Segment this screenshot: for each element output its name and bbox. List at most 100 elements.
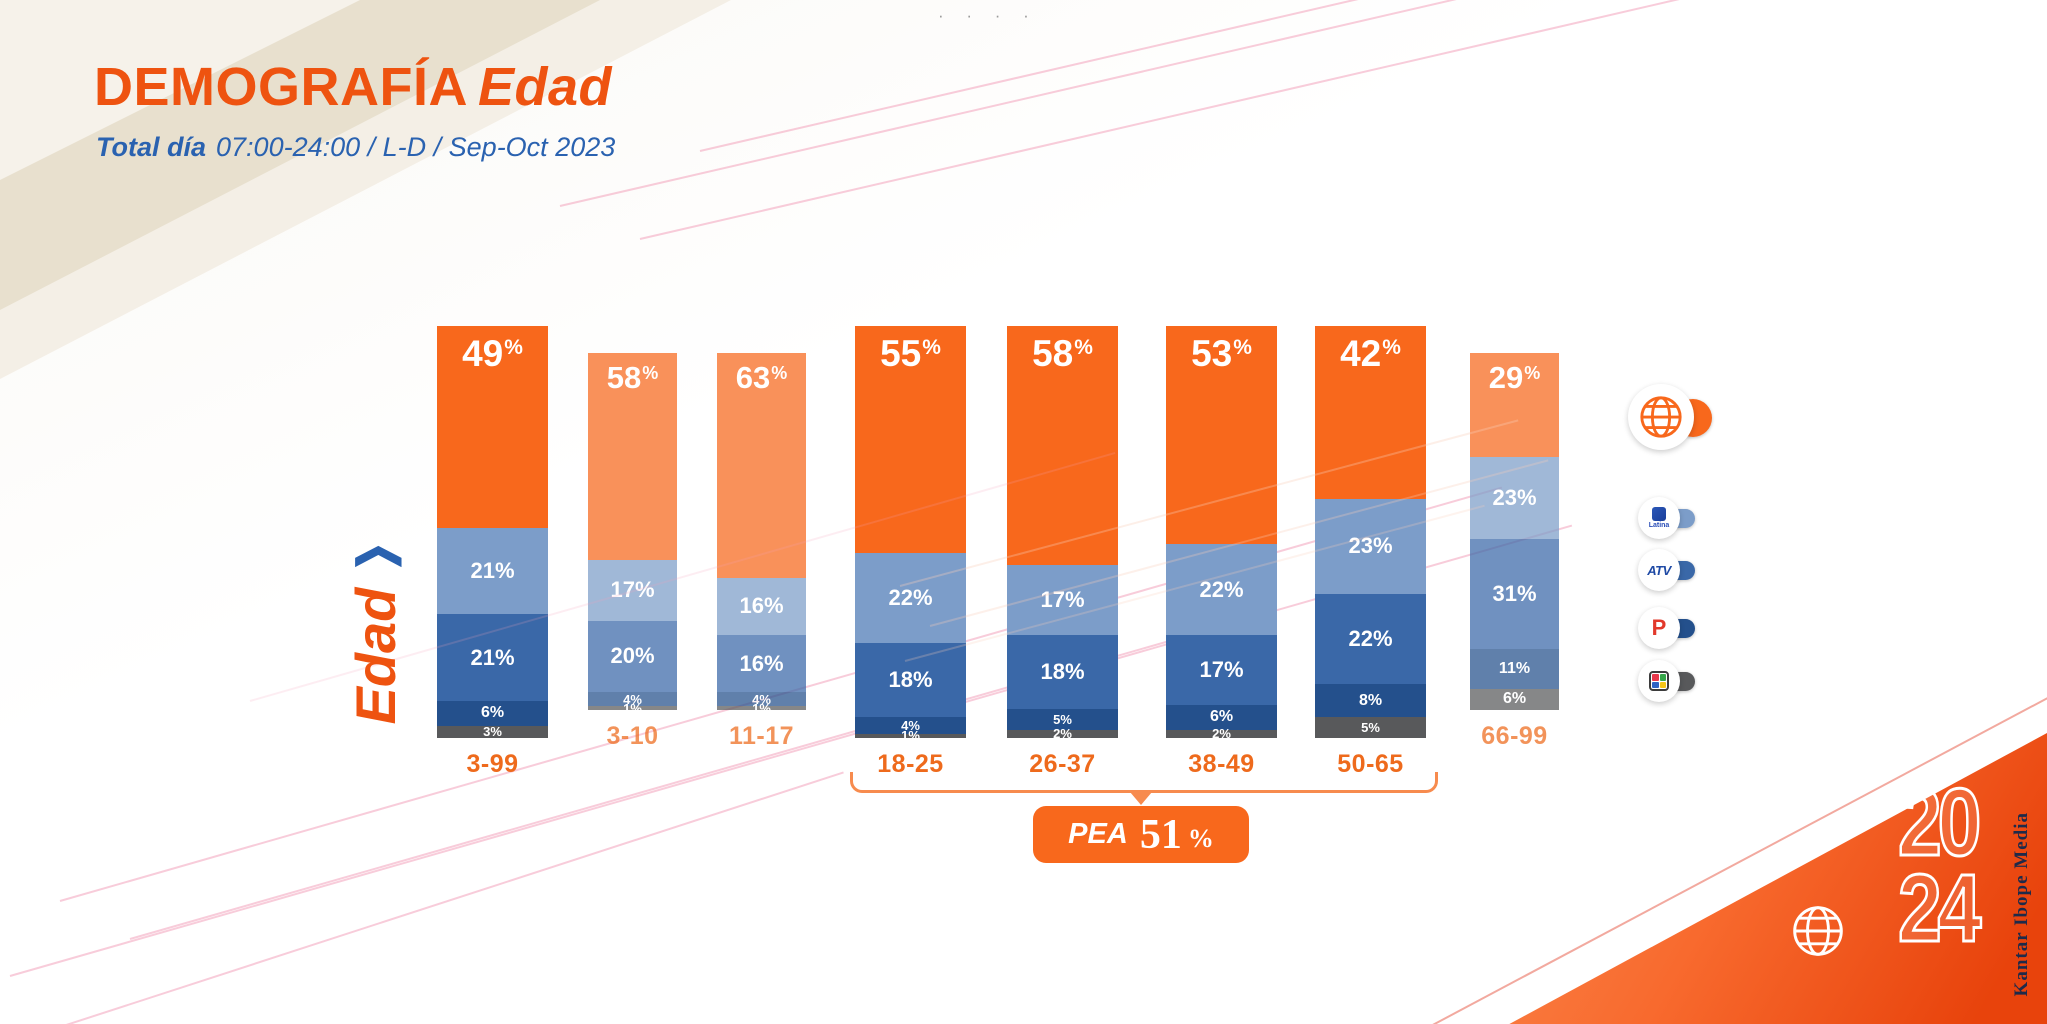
pea-bracket <box>850 772 1438 793</box>
chevron-up-icon: ❯ <box>348 541 400 572</box>
globe-outline-icon <box>1790 903 1846 964</box>
legend-item-total <box>1628 384 1712 450</box>
segment-light-blue: 23% <box>1315 499 1426 594</box>
category-label-50-65: 50-65 <box>1337 750 1404 778</box>
bar-3-99: 49% 21% 21% 6% 3% 3-99 <box>437 326 548 778</box>
grid-logo-icon <box>1638 660 1680 702</box>
pea-badge: PEA 51 % <box>1033 806 1249 863</box>
pea-unit: % <box>1187 823 1214 853</box>
segment-medium-blue: 31% <box>1470 538 1559 650</box>
segment-medium-blue: 21% <box>437 614 548 701</box>
title-main: DEMOGRAFÍA <box>94 57 468 117</box>
segment-light-blue: 21% <box>437 527 548 615</box>
segment-value-label: 5% <box>1361 720 1380 736</box>
segment-value-label: 22% <box>1199 576 1244 602</box>
segment-value-label: 42% <box>1340 333 1401 374</box>
latina-label: Latina <box>1648 522 1670 529</box>
bar-66-99: 29% 23% 31% 11% 6% 66-99 <box>1470 353 1559 750</box>
decor-dots: · · · · <box>938 6 1038 25</box>
segment-orange-top: 53% <box>1166 326 1277 545</box>
segment-value-label: 5% <box>1053 711 1072 727</box>
bar-3-10: 58% 17% 20% 4% 1% 3-10 <box>588 353 677 750</box>
page-title: DEMOGRAFÍA Edad <box>94 56 615 118</box>
legend-item-latina: Latina <box>1638 497 1695 539</box>
title-accent: Edad <box>477 57 613 117</box>
segment-dark-blue: 6% <box>1166 705 1277 730</box>
segment-value-label: 6% <box>480 704 505 722</box>
legend-item-p: P <box>1638 607 1695 649</box>
pea-bracket-notch <box>1130 792 1152 805</box>
segment-value-label: 29% <box>1488 360 1541 395</box>
year-2024-logo: 20 24 <box>1897 769 1983 959</box>
segment-dark-blue: 5% <box>1007 709 1118 730</box>
category-label-66-99: 66-99 <box>1481 722 1548 750</box>
segment-value-label: 2% <box>1212 726 1231 742</box>
segment-medium-blue: 18% <box>855 643 966 718</box>
p-label: P <box>1651 615 1667 640</box>
bar-26-37: 58% 17% 18% 5% 2% 26-37 <box>1007 326 1118 778</box>
bar-11-17: 63% 16% 16% 4% 1% 11-17 <box>717 353 806 750</box>
segment-value-label: 21% <box>470 644 515 670</box>
segment-value-label: 31% <box>1492 580 1537 606</box>
header: DEMOGRAFÍA Edad Total día 07:00-24:00 / L-… <box>94 56 615 163</box>
segment-dark-blue: 11% <box>1470 649 1559 689</box>
segment-light-blue: 17% <box>1007 564 1118 635</box>
segment-medium-blue: 16% <box>717 635 806 693</box>
segment-gray: 1% <box>588 702 677 715</box>
segment-value-label: 1% <box>623 700 642 716</box>
segment-medium-blue: 17% <box>1166 634 1277 706</box>
segment-orange-top: 63% <box>717 353 806 578</box>
brand-kantar-ibope-media: Kantar Ibope Media <box>2011 811 2032 996</box>
segment-value-label: 55% <box>880 333 941 374</box>
segment-value-label: 17% <box>610 577 655 603</box>
segment-value-label: 18% <box>1040 659 1085 685</box>
segment-gray: 2% <box>1007 726 1118 742</box>
category-label-11-17: 11-17 <box>728 722 795 750</box>
segment-orange-top: 29% <box>1470 353 1559 457</box>
segment-value-label: 16% <box>739 593 784 619</box>
segment-medium-blue: 18% <box>1007 634 1118 710</box>
segment-value-label: 17% <box>1040 586 1085 612</box>
segment-value-label: 49% <box>462 333 523 374</box>
segment-value-label: 18% <box>888 667 933 693</box>
segment-value-label: 20% <box>610 643 655 669</box>
segment-gray: 3% <box>437 725 548 738</box>
segment-value-label: 23% <box>1348 533 1393 559</box>
bar-38-49: 53% 22% 17% 6% 2% 38-49 <box>1166 326 1277 778</box>
segment-light-blue: 16% <box>717 577 806 636</box>
segment-orange-top: 42% <box>1315 326 1426 500</box>
y-axis-label: Edad ❯ <box>330 473 420 793</box>
segment-orange-top: 49% <box>437 326 548 528</box>
segment-value-label: 58% <box>1032 333 1093 374</box>
segment-value-label: 4% <box>623 691 642 707</box>
segment-value-label: 8% <box>1358 691 1383 709</box>
segment-value-label: 22% <box>1348 626 1393 652</box>
segment-value-label: 4% <box>901 718 920 734</box>
segment-value-label: 1% <box>901 728 920 744</box>
segment-value-label: 16% <box>739 650 784 676</box>
subtitle-value: 07:00-24:00 / L-D / Sep-Oct 2023 <box>216 132 616 162</box>
segment-orange-top: 55% <box>855 326 966 553</box>
legend-item-atv: ATV <box>1638 549 1695 591</box>
segment-gray: 1% <box>855 729 966 742</box>
bar-18-25: 55% 22% 18% 4% 1% 18-25 <box>855 326 966 778</box>
segment-gray: 2% <box>1166 726 1277 742</box>
atv-label: ATV <box>1647 562 1671 578</box>
segment-light-blue: 22% <box>855 552 966 644</box>
segment-value-label: 11% <box>1498 659 1531 677</box>
segment-value-label: 2% <box>1053 726 1072 742</box>
segment-value-label: 58% <box>606 360 659 395</box>
page-subtitle: Total día 07:00-24:00 / L-D / Sep-Oct 202… <box>96 132 615 163</box>
globe-icon <box>1628 384 1694 450</box>
segment-light-blue: 22% <box>1166 544 1277 635</box>
year-line-1: 20 <box>1897 769 1983 876</box>
segment-value-label: 4% <box>752 691 771 707</box>
axis-label-text: Edad <box>343 587 407 725</box>
category-label-3-10: 3-10 <box>606 722 659 750</box>
category-label-38-49: 38-49 <box>1188 750 1255 778</box>
segment-value-label: 1% <box>752 700 771 716</box>
category-label-26-37: 26-37 <box>1029 750 1096 778</box>
p-logo-icon: P <box>1638 607 1680 649</box>
